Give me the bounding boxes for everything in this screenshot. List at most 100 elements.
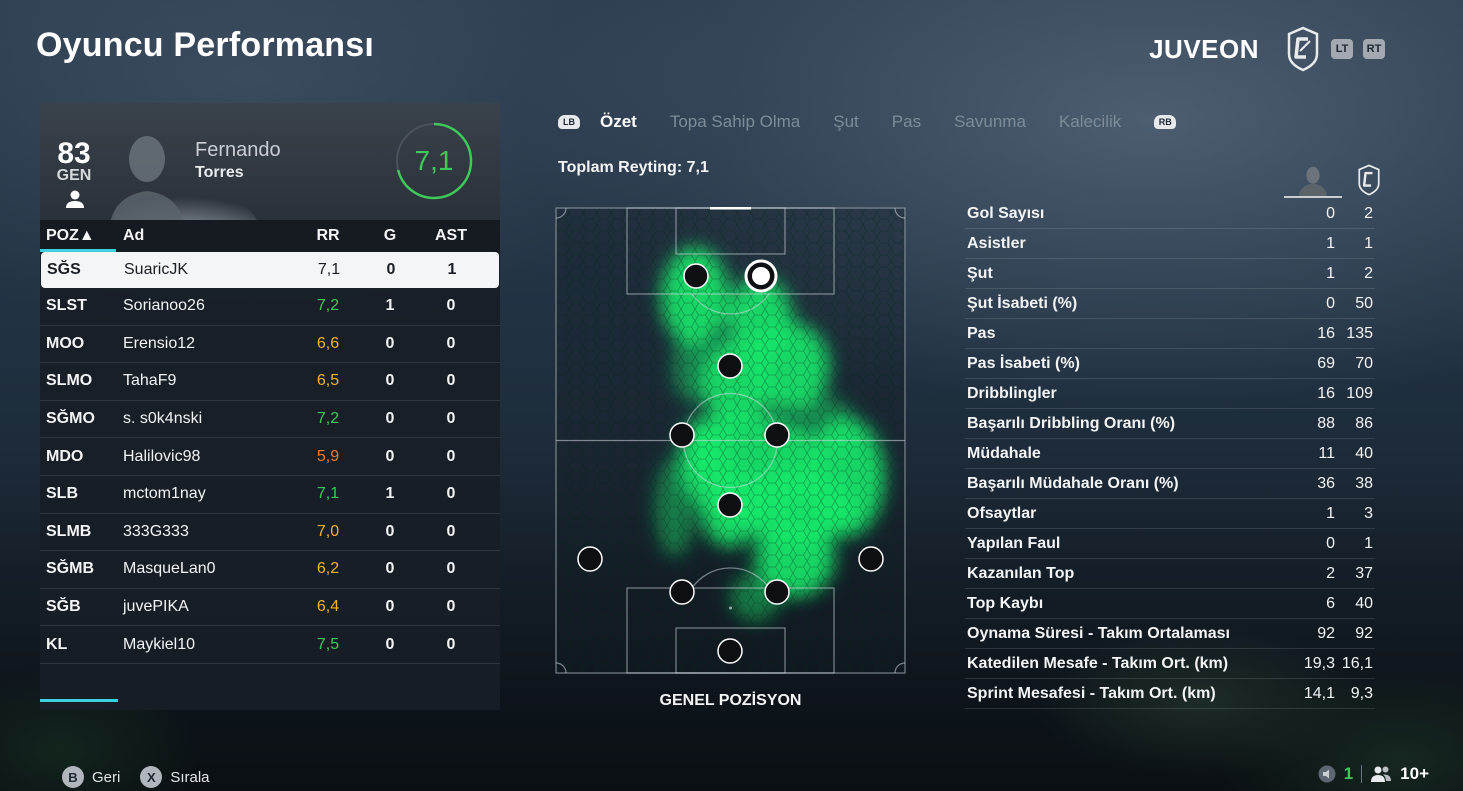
player-last-name: Torres (195, 164, 244, 181)
stat-player-value: 88 (1317, 414, 1335, 432)
b-button-icon: B (62, 766, 84, 788)
stat-row: Dribblingler 16 109 (965, 379, 1375, 409)
row-goals: 0 (385, 635, 395, 653)
row-player-name: Sorianoo26 (123, 297, 205, 315)
footer-controls: B Geri X Sırala (62, 766, 230, 788)
stat-team-value: 16,1 (1341, 654, 1373, 672)
row-goals: 1 (385, 485, 395, 503)
row-player-name: juvePIKA (123, 598, 189, 616)
stat-team-value: 92 (1355, 624, 1373, 642)
stat-row: Katedilen Mesafe - Takım Ort. (km) 19,3 16… (965, 649, 1375, 679)
row-goals: 1 (385, 297, 395, 315)
header-rating[interactable]: RR (316, 227, 340, 244)
row-assists: 0 (446, 372, 456, 390)
tab-2[interactable]: Şut (833, 112, 859, 131)
player-marker (577, 546, 603, 572)
party-count: 10+ (1400, 764, 1429, 783)
speaker-icon (1318, 765, 1336, 783)
player-portrait (110, 136, 257, 220)
selected-player-marker-center (752, 267, 770, 285)
lb-button[interactable]: LB (558, 115, 580, 129)
row-assists: 0 (446, 635, 456, 653)
row-player-name: Erensio12 (123, 334, 196, 352)
stat-label: Katedilen Mesafe - Takım Ort. (km) (967, 654, 1229, 672)
player-column-icon (1284, 166, 1342, 198)
stat-team-value: 37 (1355, 564, 1373, 582)
player-marker (717, 492, 743, 518)
table-row[interactable]: SĞS SuaricJK 7,1 0 1 (41, 252, 499, 288)
row-player-name: mctom1nay (123, 485, 206, 503)
tab-5[interactable]: Kalecilik (1058, 112, 1122, 131)
player-marker (764, 422, 790, 448)
row-player-name: SuaricJK (124, 261, 189, 278)
stat-team-value: 135 (1346, 324, 1373, 342)
stat-team-value: 9,3 (1350, 684, 1373, 702)
header-goals[interactable]: G (383, 227, 397, 244)
stat-player-value: 1 (1326, 264, 1335, 282)
back-control[interactable]: B Geri (62, 766, 120, 788)
header-position[interactable]: POZ▲ (46, 227, 95, 244)
stat-team-value: 1 (1364, 534, 1373, 552)
table-row[interactable]: SĞMO s. s0k4nski 7,2 0 0 (40, 401, 500, 439)
table-row[interactable]: SLST Sorianoo26 7,2 1 0 (40, 288, 500, 326)
row-position: SĞMB (46, 560, 94, 578)
table-row[interactable]: SĞMB MasqueLan0 6,2 0 0 (40, 551, 500, 589)
stats-table: Gol Sayısı 0 2 Asistler 1 1 Şut 1 2 Şut İsabeti (… (965, 199, 1375, 709)
player-marker (669, 422, 695, 448)
stat-team-value: 86 (1355, 414, 1373, 432)
stat-team-value: 70 (1355, 354, 1373, 372)
table-row[interactable]: SĞB juvePIKA 6,4 0 0 (40, 589, 500, 627)
header-assists[interactable]: AST (435, 227, 467, 244)
table-row[interactable]: MOO Erensio12 6,6 0 0 (40, 326, 500, 364)
player-marker (669, 579, 695, 605)
stat-row: Kazanılan Top 2 37 (965, 559, 1375, 589)
stat-player-value: 6 (1326, 594, 1335, 612)
row-assists: 1 (447, 261, 457, 278)
row-position: SLB (46, 485, 78, 503)
list-scroll-indicator (40, 699, 118, 702)
row-rating: 6,6 (316, 334, 340, 352)
row-position: MOO (46, 334, 85, 352)
row-position: SĞS (47, 261, 81, 278)
row-assists: 0 (446, 447, 456, 465)
tab-4[interactable]: Savunma (954, 112, 1026, 131)
stat-label: Dribblingler (967, 384, 1057, 402)
lt-button[interactable]: LT (1331, 39, 1353, 59)
row-assists: 0 (446, 598, 456, 616)
stat-label: Şut (967, 264, 993, 282)
row-assists: 0 (446, 334, 456, 352)
table-row[interactable]: KL Maykiel10 7,5 0 0 (40, 626, 500, 664)
header-name[interactable]: Ad (123, 227, 145, 244)
player-marker (717, 353, 743, 379)
table-row[interactable]: SLMB 333G333 7,0 0 0 (40, 514, 500, 552)
row-rating: 7,2 (316, 410, 340, 428)
stat-label: Pas (967, 324, 996, 342)
table-row[interactable]: SLMO TahaF9 6,5 0 0 (40, 363, 500, 401)
party-icon (1371, 766, 1392, 782)
row-position: SLMB (46, 522, 92, 540)
stat-label: Yapılan Faul (967, 534, 1061, 552)
player-marker (717, 638, 743, 664)
row-goals: 0 (385, 334, 395, 352)
row-rating: 7,0 (316, 522, 340, 540)
stat-player-value: 0 (1326, 204, 1335, 222)
row-rating: 6,4 (316, 598, 340, 616)
table-row[interactable]: MDO Halilovic98 5,9 0 0 (40, 438, 500, 476)
rt-button[interactable]: RT (1363, 39, 1385, 59)
stat-row: Oynama Süresi - Takım Ortalaması 92 92 (965, 619, 1375, 649)
player-list-panel: 83 GEN Fernando Torres 7,1 PO (40, 103, 500, 710)
stat-team-value: 40 (1355, 444, 1373, 462)
row-rating: 7,5 (316, 635, 340, 653)
divider (1361, 765, 1363, 783)
tab-1[interactable]: Topa Sahip Olma (669, 112, 801, 131)
tab-0[interactable]: Özet (600, 112, 637, 131)
sort-control[interactable]: X Sırala (140, 766, 210, 788)
footer-status: 1 10+ (1318, 764, 1429, 784)
stat-row: Sprint Mesafesi - Takım Ort. (km) 14,1 9,3 (965, 679, 1375, 709)
rb-button[interactable]: RB (1154, 115, 1177, 129)
row-player-name: Maykiel10 (123, 635, 196, 653)
team-header: JUVEON LT RT (1149, 26, 1385, 72)
table-row[interactable]: SLB mctom1nay 7,1 1 0 (40, 476, 500, 514)
sort-indicator (40, 249, 116, 252)
tab-3[interactable]: Pas (891, 112, 922, 131)
